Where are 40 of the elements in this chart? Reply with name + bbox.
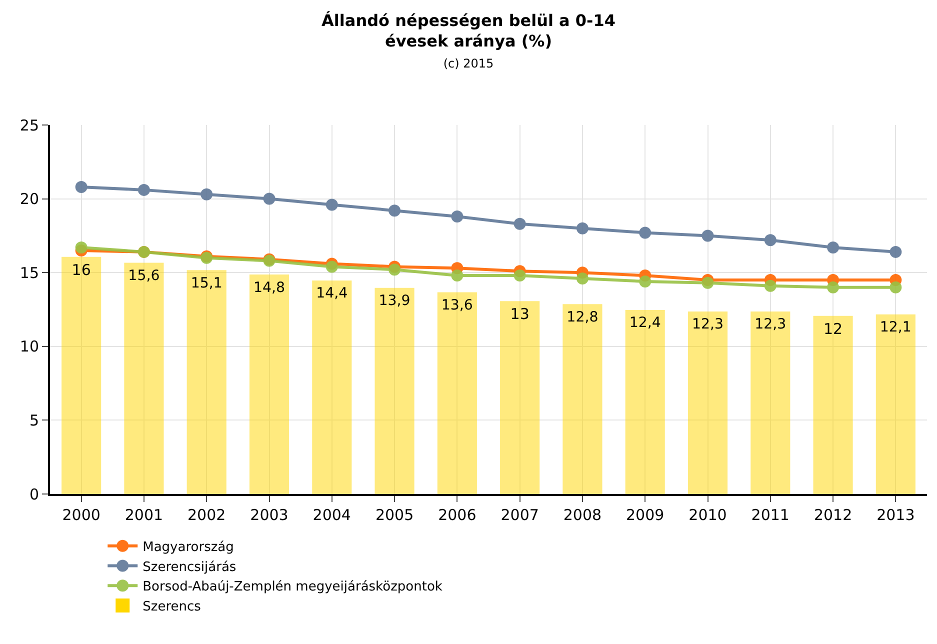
- legend-label: Szerencs: [142, 600, 202, 615]
- data-label: 14,8: [253, 280, 286, 296]
- y-tick-label: 25: [20, 116, 39, 134]
- y-tick-label: 5: [29, 411, 39, 430]
- data-label: 15,6: [128, 268, 160, 284]
- x-tick-label: 2007: [500, 506, 539, 524]
- x-tick-label: 2010: [688, 506, 727, 524]
- legend-label: Magyarország: [142, 540, 234, 555]
- x-tick-label: 2001: [124, 506, 164, 524]
- x-tick-label: 2011: [751, 506, 790, 524]
- chart-title: Állandó népességen belül a 0-14 évesek aránya (%): [322, 10, 616, 51]
- legend-label: Borsod-Abaúj-Zemplén megyeijárásközpontok: [142, 580, 443, 595]
- data-label: 12,4: [629, 315, 661, 332]
- legend-label: Szerencsijárás: [142, 560, 236, 575]
- chart-subtitle: (c) 2015: [443, 56, 494, 70]
- x-tick-label: 2008: [563, 506, 602, 524]
- x-tick-label: 2003: [250, 506, 288, 524]
- data-label: 14,4: [316, 286, 348, 302]
- data-label: 13,9: [378, 293, 410, 310]
- data-label: 12,3: [692, 316, 724, 333]
- data-label: 15,1: [190, 275, 222, 292]
- y-tick-label: 0: [29, 485, 39, 504]
- data-label: 13: [510, 305, 530, 324]
- x-tick-label: 2000: [62, 506, 100, 524]
- data-label: 12: [823, 320, 843, 338]
- data-label: 12,1: [880, 320, 912, 336]
- x-tick-label: 2005: [375, 506, 414, 524]
- data-label: 12,3: [754, 316, 786, 333]
- x-tick-label: 2006: [438, 506, 476, 524]
- y-tick-label: 10: [20, 338, 39, 356]
- data-label: 16: [72, 260, 91, 279]
- x-tick-label: 2012: [814, 506, 852, 524]
- data-label: 13,6: [441, 297, 473, 314]
- x-tick-label: 2013: [876, 506, 915, 524]
- x-tick-label: 2009: [626, 506, 664, 524]
- data-label: 12,8: [566, 309, 598, 326]
- x-tick-label: 2002: [188, 506, 226, 524]
- x-tick-label: 2004: [312, 506, 351, 524]
- y-tick-label: 15: [20, 264, 39, 282]
- y-tick-label: 20: [20, 190, 39, 208]
